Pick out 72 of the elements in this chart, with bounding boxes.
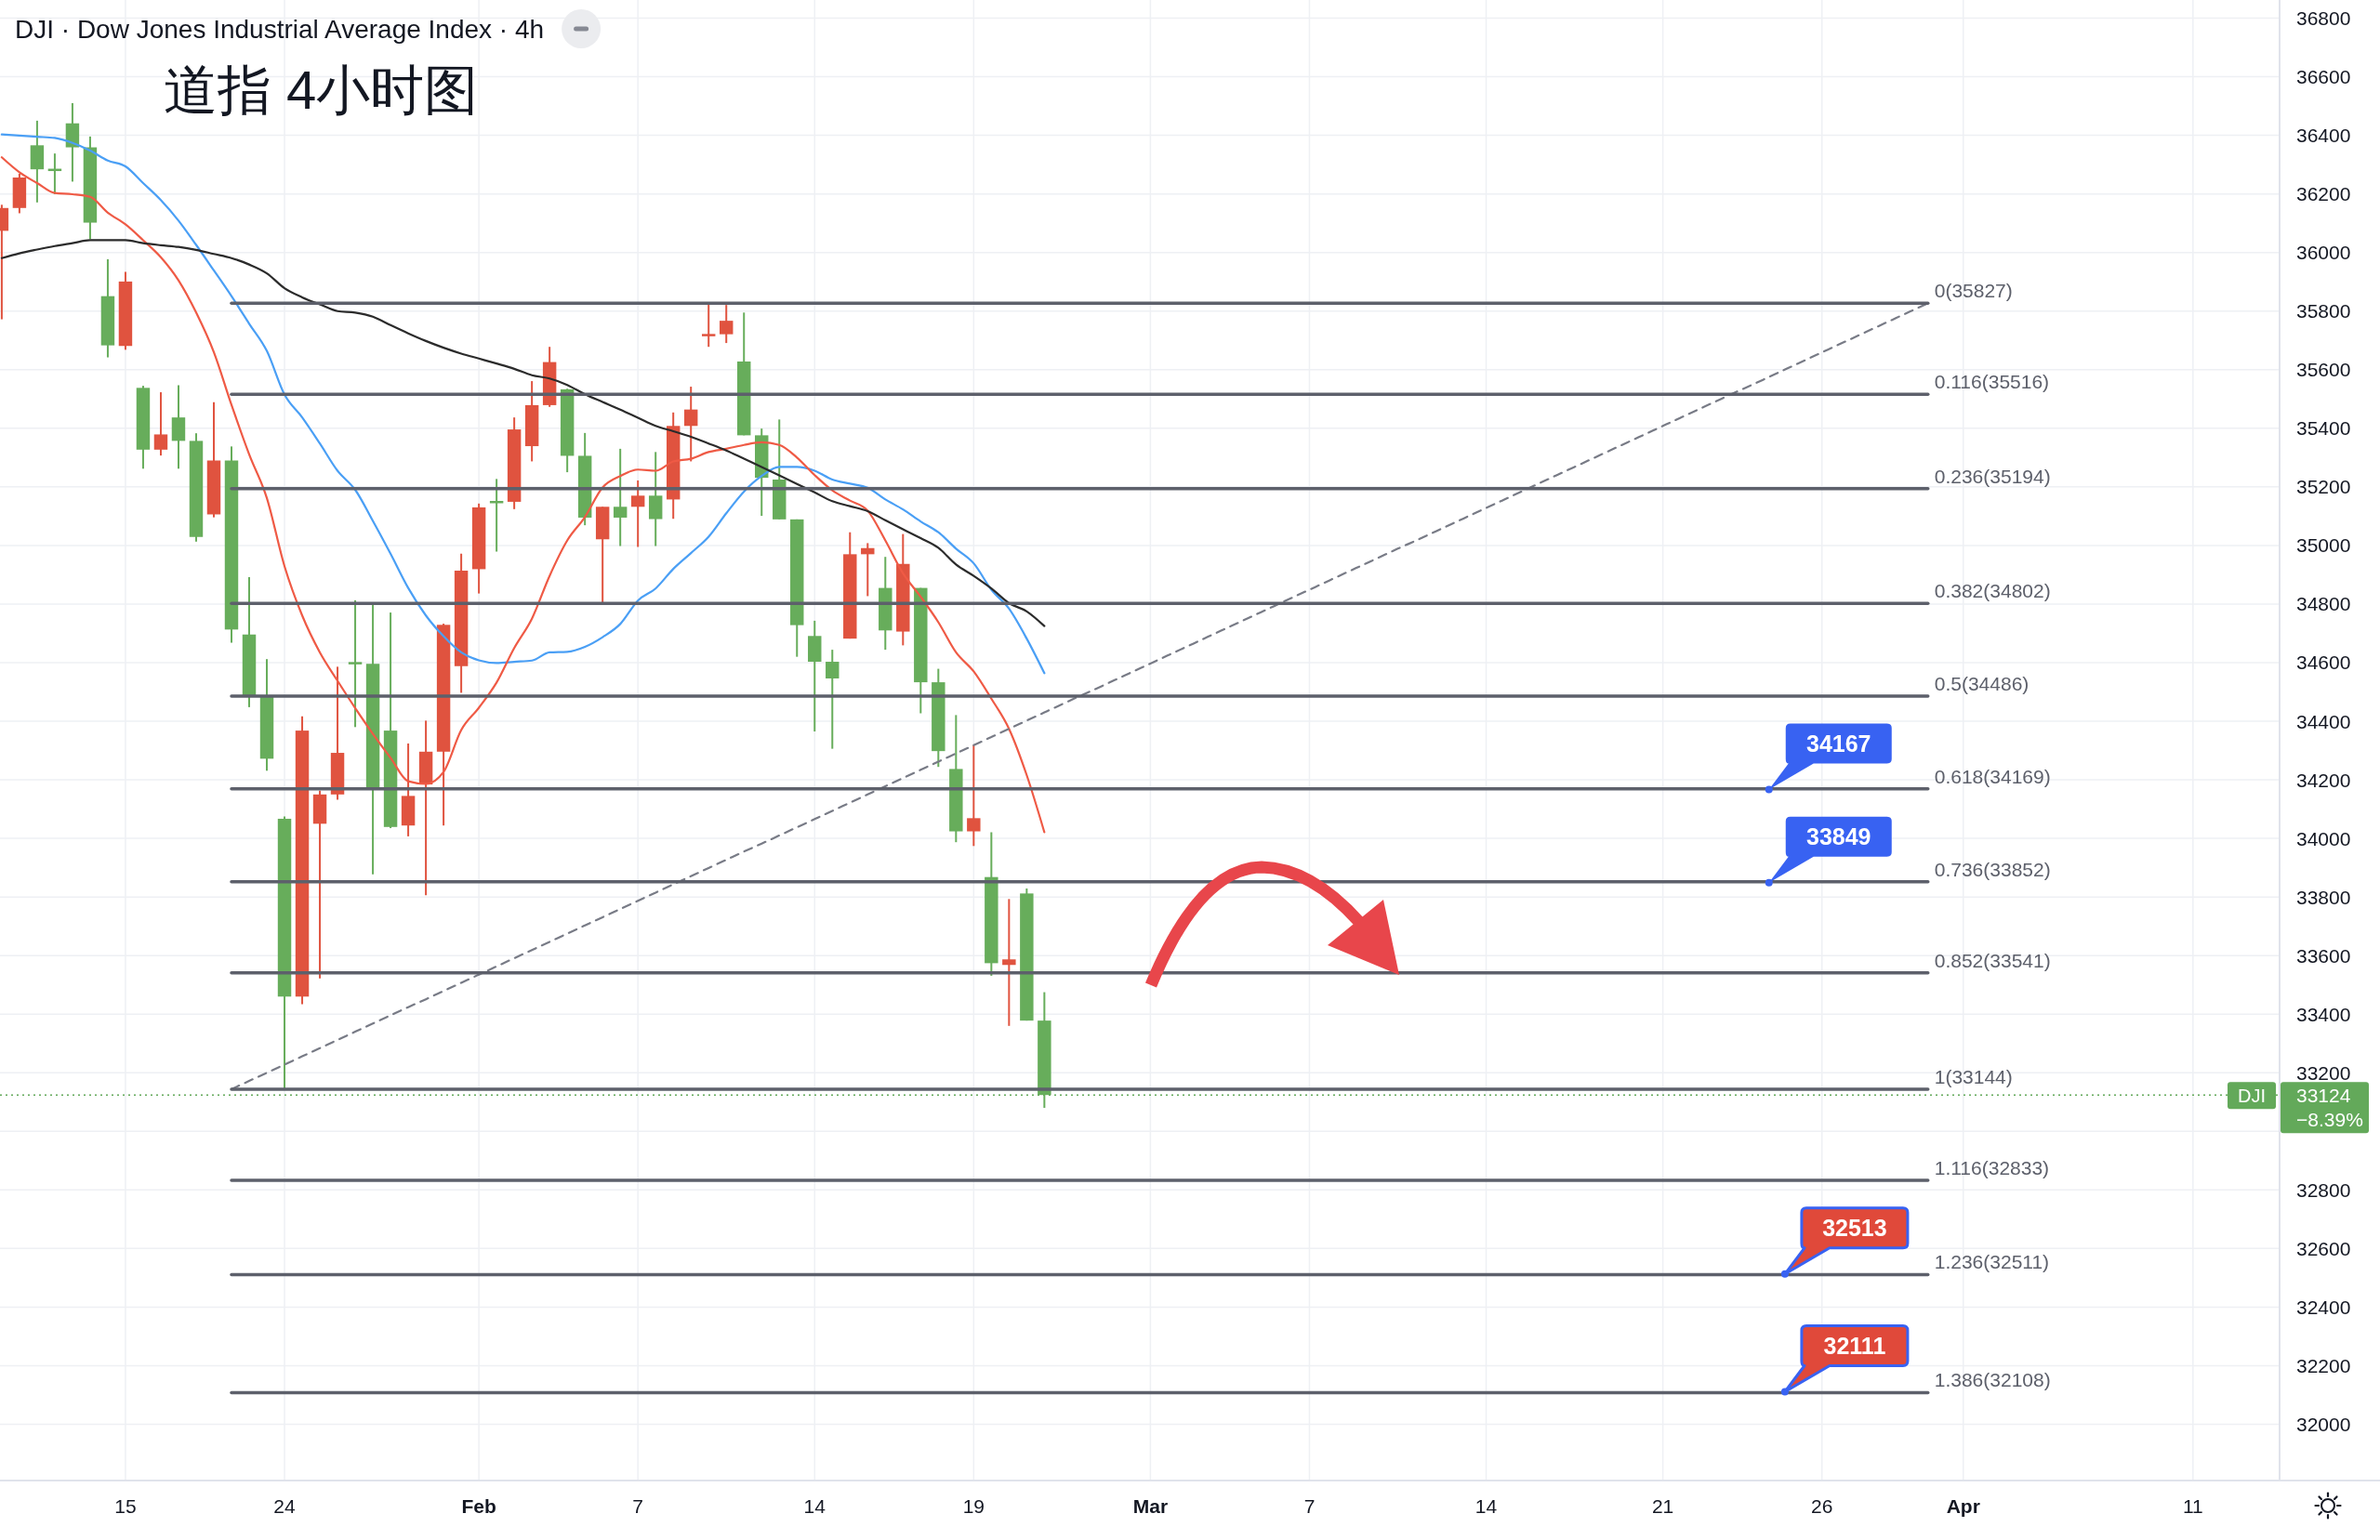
x-tick-label: 24	[273, 1494, 297, 1517]
line-series	[0, 239, 1046, 627]
series-label: 0.618(34169)	[1934, 765, 2051, 787]
y-tick-label: 34800	[2296, 593, 2351, 615]
series-label: 1(33144)	[1934, 1065, 2013, 1087]
candlestick	[348, 599, 363, 729]
candlestick	[967, 744, 981, 848]
y-tick-label: 35400	[2296, 417, 2351, 440]
x-tick-label: 26	[1811, 1494, 1833, 1517]
x-tick-label: Feb	[461, 1494, 496, 1517]
candlestick	[861, 542, 875, 598]
x-tick-label: 15	[114, 1494, 137, 1517]
candlestick	[153, 391, 168, 457]
x-tick-label: Apr	[1946, 1494, 1980, 1517]
x-tick-label: 21	[1651, 1494, 1674, 1517]
y-tick-label: 35800	[2296, 300, 2351, 322]
annotation: 32111	[1823, 1333, 1886, 1359]
series-label: 0(35827)	[1934, 280, 2013, 302]
x-tick-label: 14	[1474, 1494, 1498, 1517]
candlestick	[613, 447, 628, 547]
y-tick-label: 33600	[2296, 944, 2351, 967]
series-label: 0.382(34802)	[1934, 580, 2051, 602]
candlestick	[720, 304, 734, 345]
line-series	[0, 156, 1046, 834]
annotation: DJI	[2238, 1085, 2266, 1106]
annotation: 34167	[1805, 730, 1871, 757]
y-tick-label: 33400	[2296, 1003, 2351, 1025]
x-tick-label: 14	[803, 1494, 826, 1517]
series-label: 1.236(32511)	[1934, 1251, 2050, 1273]
series-label: 0.5(34486)	[1934, 672, 2030, 694]
y-tick-label: 32200	[2296, 1354, 2351, 1376]
candlestick	[630, 479, 645, 548]
series-label: 0.236(35194)	[1934, 465, 2051, 487]
y-tick-label: 32400	[2296, 1296, 2351, 1318]
y-tick-label: 33200	[2296, 1061, 2351, 1084]
candlestick	[701, 302, 716, 349]
candlestick	[826, 649, 840, 750]
y-tick-label: 33800	[2296, 886, 2351, 908]
series-label: 0.116(35516)	[1934, 371, 2050, 393]
candlestick	[1002, 898, 1016, 1027]
y-tick-label: 34400	[2296, 710, 2351, 732]
y-tick-label: 32800	[2296, 1178, 2351, 1201]
series-label: 0.736(33852)	[1934, 858, 2051, 880]
x-tick-label: 11	[2182, 1494, 2203, 1517]
y-tick-label: 36400	[2296, 125, 2351, 147]
annotation: 33849	[1805, 823, 1871, 850]
series-label: 0.852(33541)	[1934, 949, 2051, 971]
y-tick-label: 35200	[2296, 476, 2351, 498]
y-tick-label: 34600	[2296, 652, 2351, 674]
y-tick-label: 32000	[2296, 1413, 2351, 1435]
series-label: 1.386(32108)	[1934, 1369, 2051, 1391]
series-label: 1.116(32833)	[1934, 1156, 2050, 1178]
y-tick-label: 36800	[2296, 7, 2351, 30]
x-tick-label: Mar	[1132, 1494, 1169, 1517]
y-tick-label: 35000	[2296, 534, 2351, 557]
y-tick-label: 36000	[2296, 242, 2351, 264]
y-tick-label: 34000	[2296, 827, 2351, 849]
candlestick	[683, 386, 698, 463]
x-tick-label: 7	[1303, 1494, 1316, 1517]
x-tick-label: 7	[632, 1494, 644, 1517]
x-tick-label: 19	[962, 1494, 985, 1517]
text: 道指 4小时图	[164, 59, 479, 120]
y-tick-label: 34200	[2296, 769, 2351, 791]
text: DJI · Dow Jones Industrial Average Index · 4h	[15, 15, 545, 44]
ref-line-label: 33124	[2296, 1085, 2351, 1107]
y-tick-label: 36600	[2296, 66, 2351, 88]
y-tick-label: 36200	[2296, 183, 2351, 205]
line-series	[0, 133, 1046, 675]
annotation: 32513	[1822, 1215, 1887, 1242]
y-tick-label: 35600	[2296, 359, 2351, 381]
y-tick-label: 32600	[2296, 1237, 2351, 1259]
text: −8.39%	[2296, 1108, 2363, 1130]
